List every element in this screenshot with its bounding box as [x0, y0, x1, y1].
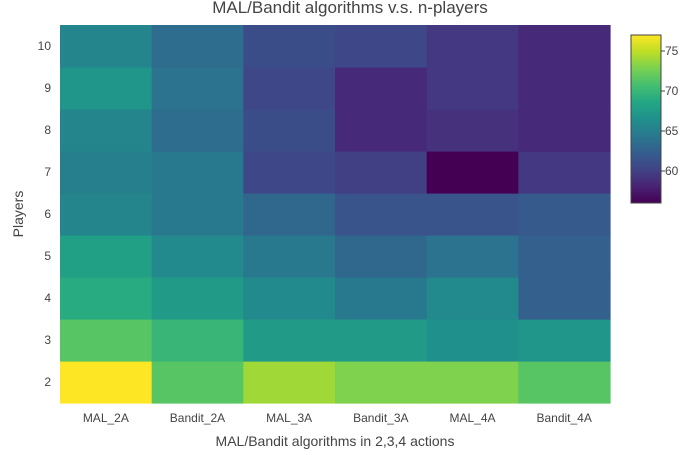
- heatmap-cell: [518, 277, 611, 320]
- heatmap-cell: [60, 67, 153, 110]
- heatmap-cell: [335, 235, 428, 278]
- heatmap-cell: [151, 193, 244, 236]
- heatmap-cells: [60, 25, 611, 404]
- colorbar-ticks: 60 65 70 75: [661, 44, 679, 178]
- heatmap-cell: [518, 361, 611, 404]
- heatmap-cell: [243, 151, 336, 194]
- heatmap-cell: [151, 67, 244, 110]
- heatmap-cell: [60, 319, 153, 362]
- heatmap-cell: [60, 361, 153, 404]
- colorbar-tick-label: 65: [665, 124, 679, 138]
- x-tick-label: Bandit_4A: [536, 411, 591, 425]
- heatmap-cell: [60, 109, 153, 152]
- heatmap-cell: [151, 151, 244, 194]
- colorbar-gradient: [630, 34, 662, 204]
- heatmap-cell: [151, 109, 244, 152]
- heatmap-cell: [60, 151, 153, 194]
- heatmap-cell: [518, 109, 611, 152]
- heatmap-cell: [335, 109, 428, 152]
- heatmap-cell: [518, 193, 611, 236]
- heatmap-cell: [60, 277, 153, 320]
- x-tick-label: MAL_2A: [83, 411, 129, 425]
- heatmap-cell: [243, 193, 336, 236]
- heatmap-cell: [60, 25, 153, 68]
- colorbar-tick-label: 70: [665, 84, 679, 98]
- heatmap-cell: [426, 151, 519, 194]
- heatmap-cell: [243, 319, 336, 362]
- y-tick-label: 6: [44, 207, 51, 221]
- heatmap-cell: [426, 361, 519, 404]
- heatmap-cell: [243, 25, 336, 68]
- heatmap-cell: [426, 67, 519, 110]
- heatmap-cell: [335, 151, 428, 194]
- heatmap-cell: [518, 151, 611, 194]
- heatmap-cell: [335, 277, 428, 320]
- y-axis-title: Players: [10, 191, 26, 238]
- heatmap-cell: [426, 193, 519, 236]
- heatmap-cell: [335, 193, 428, 236]
- colorbar-tick-label: 75: [665, 44, 679, 58]
- heatmap-cell: [335, 67, 428, 110]
- x-axis-ticks: MAL_2A Bandit_2A MAL_3A Bandit_3A MAL_4A Band…: [83, 411, 592, 425]
- heatmap-cell: [518, 67, 611, 110]
- y-tick-label: 7: [44, 165, 51, 179]
- heatmap-cell: [151, 25, 244, 68]
- y-axis-ticks: 2 3 4 5 6 7 8 9 10: [38, 39, 52, 389]
- heatmap-cell: [426, 25, 519, 68]
- heatmap-cell: [243, 235, 336, 278]
- x-tick-label: Bandit_3A: [353, 411, 408, 425]
- heatmap-cell: [426, 109, 519, 152]
- heatmap-cell: [335, 361, 428, 404]
- y-tick-label: 9: [44, 81, 51, 95]
- y-tick-label: 2: [44, 375, 51, 389]
- heatmap-cell: [243, 67, 336, 110]
- heatmap-cell: [243, 277, 336, 320]
- x-axis-title: MAL/Bandit algorithms in 2,3,4 actions: [216, 433, 455, 449]
- heatmap-cell: [151, 319, 244, 362]
- heatmap-cell: [518, 235, 611, 278]
- heatmap-cell: [426, 277, 519, 320]
- heatmap-cell: [151, 277, 244, 320]
- y-tick-label: 3: [44, 333, 51, 347]
- heatmap-cell: [426, 319, 519, 362]
- heatmap-cell: [243, 109, 336, 152]
- heatmap-cell: [335, 25, 428, 68]
- y-tick-label: 5: [44, 249, 51, 263]
- heatmap-cell: [243, 361, 336, 404]
- heatmap-cell: [60, 235, 153, 278]
- y-tick-label: 10: [38, 39, 52, 53]
- colorbar: 60 65 70 75: [630, 34, 679, 204]
- heatmap-cell: [151, 361, 244, 404]
- heatmap-cell: [518, 25, 611, 68]
- colorbar-tick-label: 60: [665, 164, 679, 178]
- heatmap-cell: [335, 319, 428, 362]
- x-tick-label: MAL_4A: [449, 411, 495, 425]
- y-tick-label: 4: [44, 291, 51, 305]
- x-tick-label: MAL_3A: [266, 411, 312, 425]
- heatmap-cell: [426, 235, 519, 278]
- heatmap-cell: [151, 235, 244, 278]
- x-tick-label: Bandit_2A: [170, 411, 225, 425]
- heatmap-cell: [518, 319, 611, 362]
- chart-title: MAL/Bandit algorithms v.s. n-players: [212, 0, 488, 17]
- heatmap-cell: [60, 193, 153, 236]
- y-tick-label: 8: [44, 123, 51, 137]
